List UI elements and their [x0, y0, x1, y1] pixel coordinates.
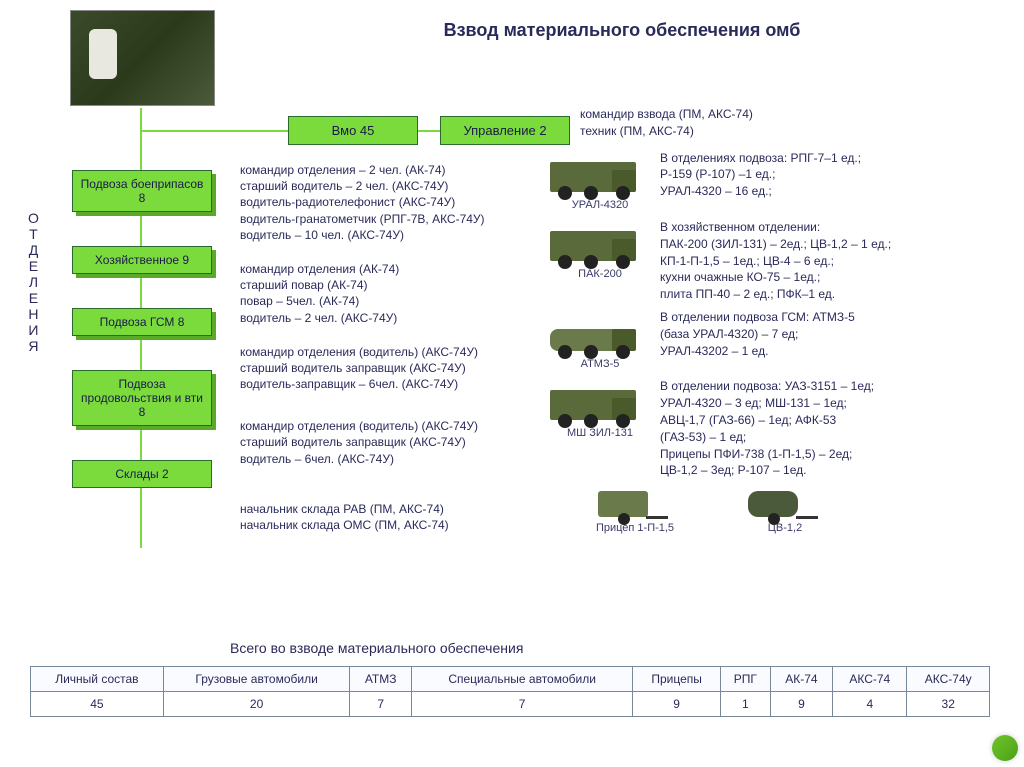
- detail-ammo: командир отделения – 2 чел. (АК-74) стар…: [240, 162, 520, 243]
- trailer-row: Прицеп 1-П-1,5 ЦВ-1,2: [590, 485, 1000, 536]
- dept-warehouse: Склады 2: [72, 460, 212, 488]
- detail-fuel: командир отделения (водитель) (АКС-74У) …: [240, 344, 520, 393]
- dept-fuel: Подвоза ГСМ 8: [72, 308, 212, 336]
- detail-warehouse: начальник склада РАВ (ПМ, АКС-74) началь…: [240, 501, 520, 533]
- equip-ural: УРАЛ-4320 В отделениях подвоза: РПГ-7–1 …: [540, 150, 1000, 213]
- right-header: командир взвода (ПМ, АКС-74) техник (ПМ,…: [540, 106, 1000, 140]
- summary-table: Личный состав Грузовые автомобили АТМЗ С…: [30, 666, 990, 717]
- table-row: 45 20 7 7 9 1 9 4 32: [31, 692, 990, 717]
- truck-icon: [540, 219, 650, 271]
- equip-atmz: АТМЗ-5 В отделении подвоза ГСМ: АТМЗ-5 (…: [540, 309, 1000, 372]
- detail-food: командир отделения (водитель) (АКС-74У) …: [240, 418, 520, 467]
- page-title: Взвод материального обеспечения омб: [240, 20, 1004, 41]
- truck-icon: [540, 150, 650, 202]
- details-column: командир отделения – 2 чел. (АК-74) стар…: [240, 162, 520, 551]
- departments-column: Подвоза боеприпасов 8 Хозяйственное 9 По…: [72, 170, 212, 522]
- field-photo: [70, 10, 215, 106]
- totals-title: Всего во взводе материального обеспечени…: [230, 640, 523, 656]
- side-label: ОТДЕЛЕНИЯ: [28, 210, 41, 354]
- truck-icon: [540, 378, 650, 430]
- right-column: командир взвода (ПМ, АКС-74) техник (ПМ,…: [540, 106, 1000, 537]
- table-header-row: Личный состав Грузовые автомобили АТМЗ С…: [31, 667, 990, 692]
- connector: [140, 130, 288, 132]
- dept-food: Подвоза продовольствия и вти 8: [72, 370, 212, 426]
- box-vmo: Вмо 45: [288, 116, 418, 145]
- equip-pak200: ПАК-200 В хозяйственном отделении: ПАК-2…: [540, 219, 1000, 303]
- dept-ammo: Подвоза боеприпасов 8: [72, 170, 212, 212]
- detail-household: командир отделения (АК-74) старший повар…: [240, 261, 520, 326]
- connector: [418, 130, 440, 132]
- corner-orb-icon: [992, 735, 1018, 761]
- tanker-icon: [540, 309, 650, 361]
- dept-household: Хозяйственное 9: [72, 246, 212, 274]
- equip-zil: МШ ЗИЛ-131 В отделении подвоза: УАЗ-3151…: [540, 378, 1000, 479]
- trailer-1p: Прицеп 1-П-1,5: [590, 485, 680, 536]
- trailer-cv: ЦВ-1,2: [740, 485, 830, 536]
